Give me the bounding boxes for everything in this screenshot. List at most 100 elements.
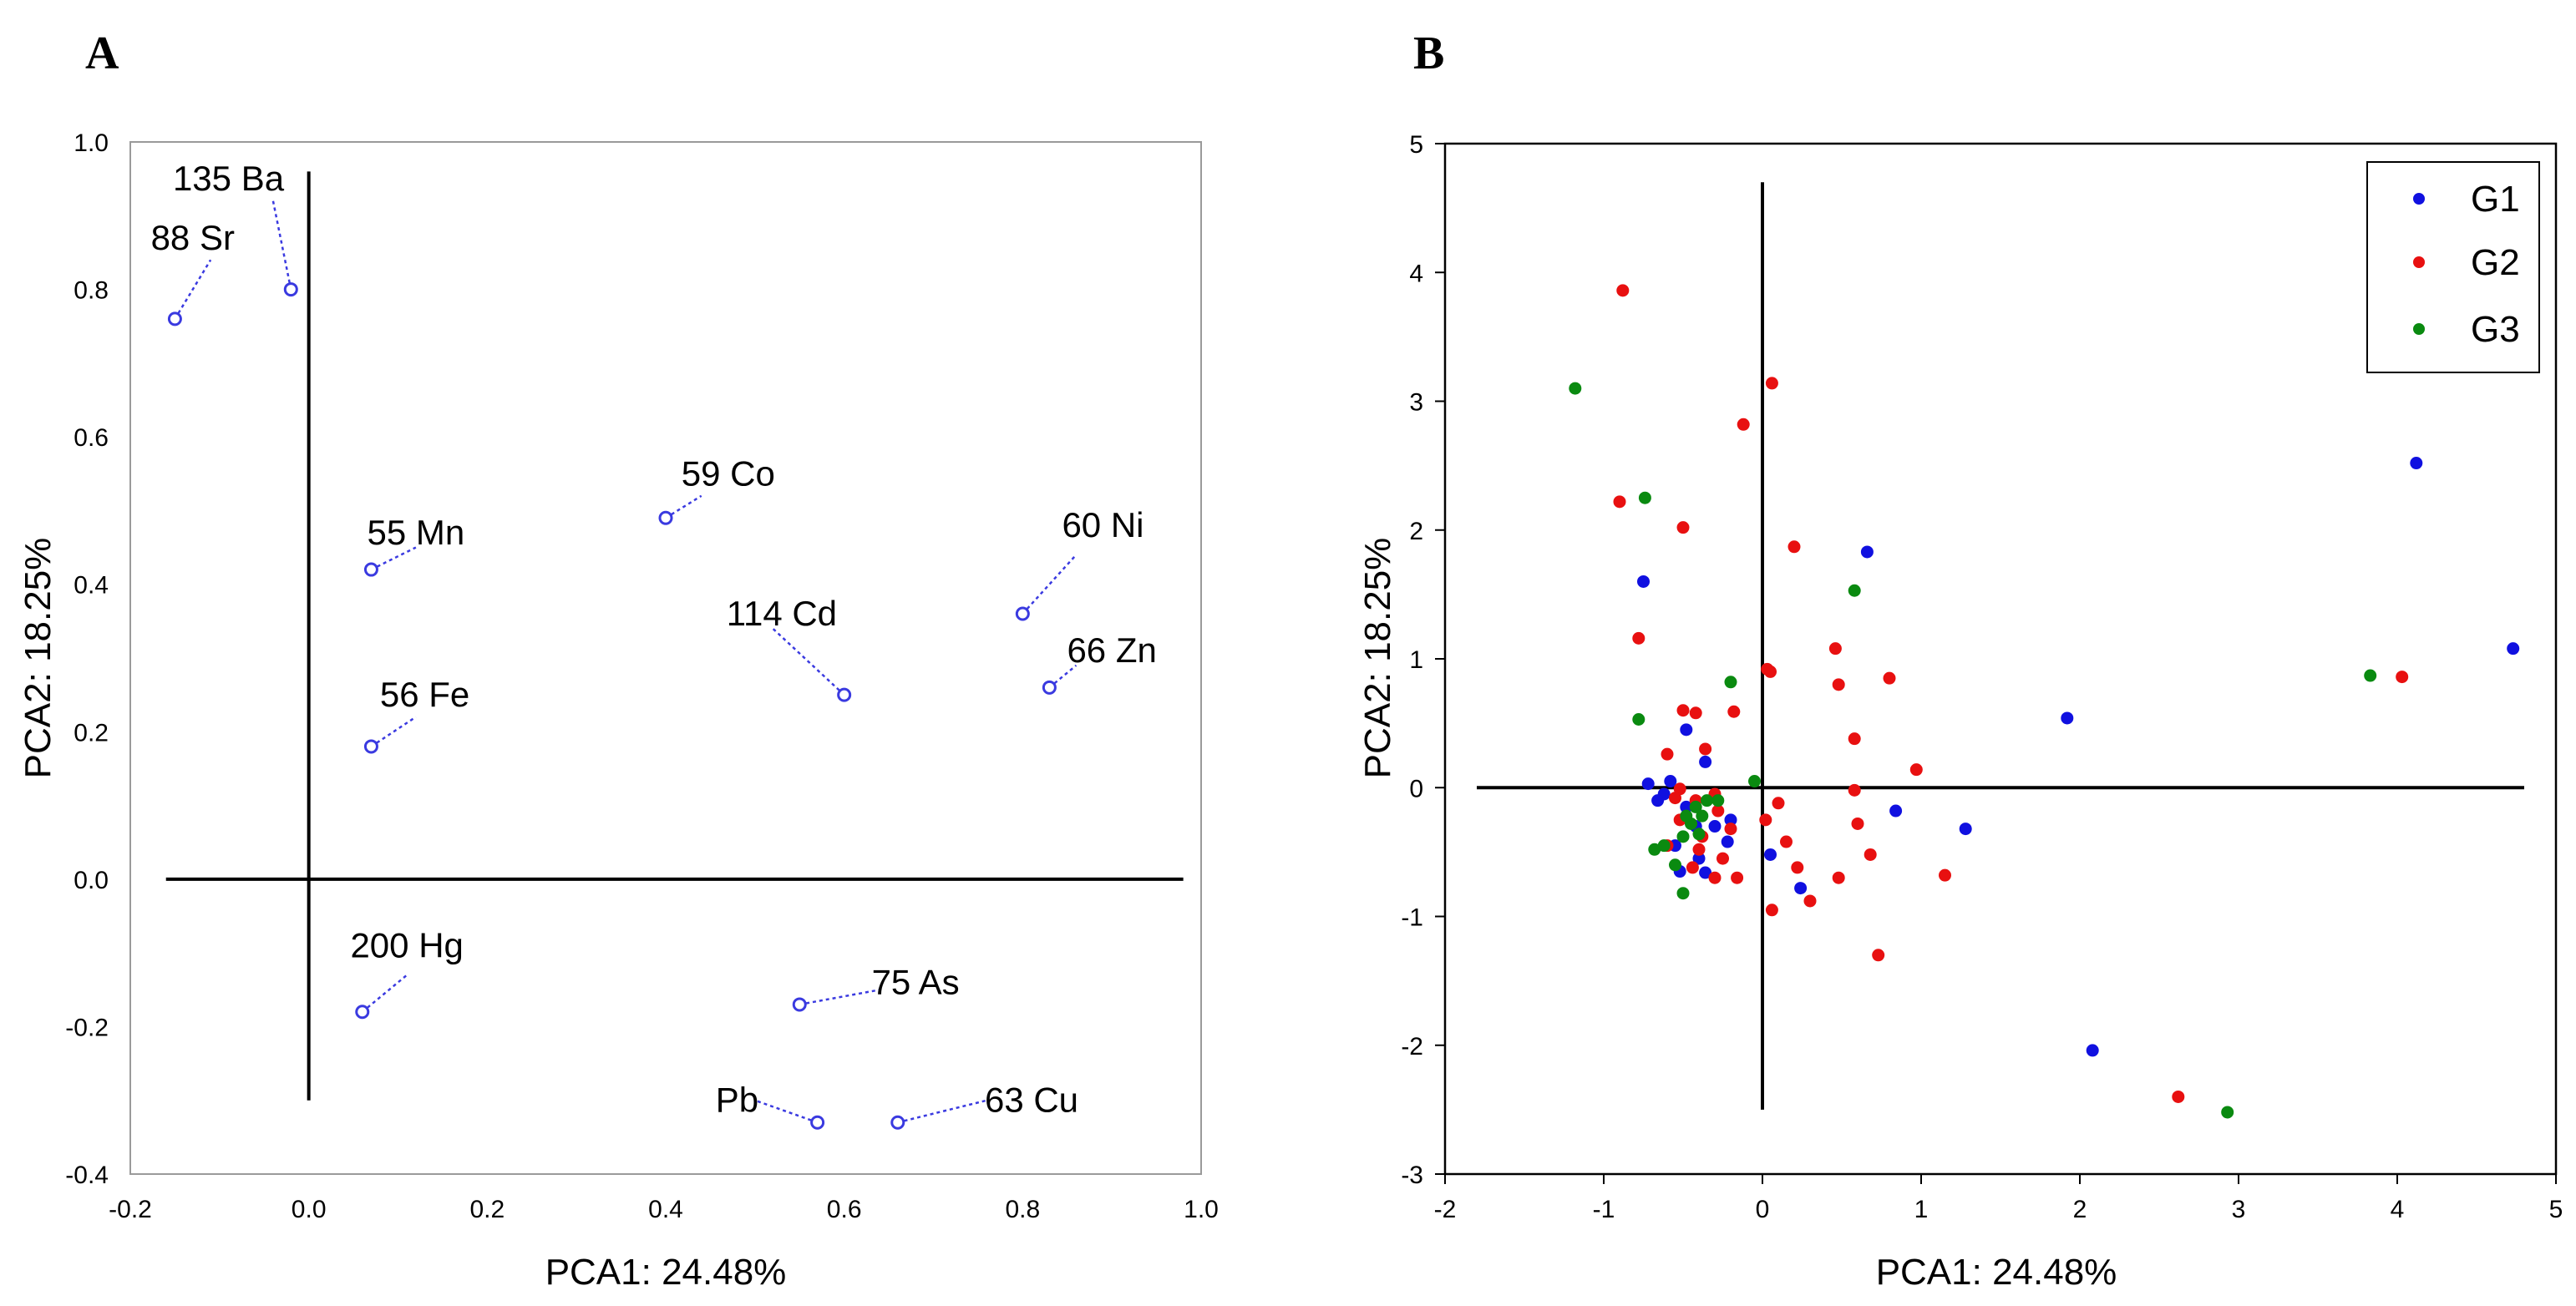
panel-a-pca-loadings-plot: -0.2 0.0 0.2 0.4 0.6 0.8 1.0 1.0 0.8 0.6 0.4 0.2 0.…: [18, 129, 1219, 1293]
score-point-g1: [1680, 800, 1693, 813]
legend-marker-g3: [2413, 323, 2425, 335]
score-point-g2: [1883, 671, 1896, 685]
score-point-g2: [1803, 894, 1817, 908]
score-point-g1: [1721, 835, 1734, 848]
score-point-g3: [1676, 887, 1690, 900]
x-tick-label: -0.2: [109, 1196, 152, 1223]
panel-a-loading-points: 135 Ba 88 Sr 59 Co 55 Mn 60 Ni 114 Cd 66 Zn 56 …: [151, 159, 1157, 1130]
score-point-g1: [1692, 852, 1706, 865]
score-point-g2: [2396, 671, 2409, 684]
panel-b-y-tick-labels: 5 4 3 2 1 0 -1 -2 -3: [1401, 131, 1445, 1189]
loading-point: [363, 562, 378, 577]
legend-label-g3: G3: [2471, 309, 2520, 350]
score-point-g3: [1669, 858, 1681, 872]
score-point-g2: [1765, 904, 1778, 917]
leader-line: [370, 546, 417, 571]
score-point-g2: [1613, 495, 1626, 509]
point-label: 56 Fe: [380, 675, 469, 714]
score-point-g1: [1794, 882, 1808, 895]
loading-point: [363, 739, 378, 754]
loading-point: [1015, 606, 1030, 621]
point-label: Pb: [716, 1081, 758, 1120]
score-point-g2: [1661, 747, 1674, 761]
y-tick-label: -0.2: [65, 1014, 109, 1041]
x-tick-label: 1.0: [1184, 1196, 1219, 1223]
score-point-g2: [1669, 792, 1681, 805]
y-tick-label: 2: [1409, 518, 1423, 545]
score-point-g2: [1851, 817, 1864, 830]
score-point-g3: [1569, 382, 1582, 395]
x-tick-label: 5: [2549, 1196, 2563, 1223]
score-point-g1: [1889, 804, 1903, 818]
score-point-g3: [2221, 1106, 2234, 1119]
loading-point: [1042, 680, 1057, 695]
panel-letter-b: B: [1413, 28, 1444, 79]
score-point-g3: [1638, 491, 1651, 504]
score-point-g1: [1664, 775, 1677, 788]
score-point-g1: [1699, 755, 1712, 768]
score-point-g2: [1772, 797, 1785, 810]
panel-b-x-axis-title: PCA1: 24.48%: [1876, 1252, 2117, 1293]
y-tick-label: 0.2: [74, 719, 109, 747]
loading-point: [890, 1115, 905, 1130]
score-point-g2: [1872, 949, 1885, 962]
y-tick-label: 0.8: [74, 277, 109, 305]
score-point-g1: [1764, 848, 1777, 861]
legend-box: [2366, 161, 2540, 373]
score-point-g2: [1676, 521, 1690, 534]
point-label: 66 Zn: [1067, 630, 1156, 670]
score-point-g2: [1864, 848, 1877, 861]
panel-b-pca-scores-plot: -2 -1 0 1 2 3 4 5 5 4 3 2 1 0 -1 -2 -3 G1 G2 G3 PCA1: 2…: [1357, 131, 2563, 1293]
y-tick-label: -0.4: [65, 1162, 109, 1189]
x-tick-label: 3: [2232, 1196, 2246, 1223]
score-point-g2: [1909, 763, 1923, 777]
score-point-g1: [2086, 1044, 2099, 1057]
series-g3: [1569, 382, 2377, 1119]
legend-marker-g1: [2413, 193, 2425, 205]
score-point-g1: [1680, 723, 1693, 737]
point-label: 63 Cu: [985, 1081, 1078, 1120]
x-tick-label: 1: [1914, 1196, 1929, 1223]
score-point-g1: [1708, 820, 1722, 833]
loading-point: [837, 687, 852, 702]
legend-marker-g2: [2413, 256, 2425, 268]
loading-point: [792, 997, 807, 1012]
score-point-g3: [1848, 584, 1861, 597]
x-tick-label: 0.4: [648, 1196, 683, 1223]
score-point-g2: [1765, 377, 1778, 390]
leader-line: [174, 259, 212, 320]
panel-a-y-axis-title: PCA2: 18.25%: [18, 538, 58, 779]
score-point-g3: [1657, 839, 1671, 853]
panel-b-y-axis-title: PCA2: 18.25%: [1357, 538, 1398, 779]
point-label: 135 Ba: [173, 159, 285, 198]
leader-line: [799, 989, 880, 1006]
score-point-g3: [1696, 809, 1709, 823]
leader-line: [754, 1099, 819, 1124]
loading-point: [283, 282, 298, 297]
score-point-g1: [1860, 545, 1874, 559]
score-point-g3: [1680, 809, 1693, 823]
point-label: 59 Co: [682, 453, 775, 493]
score-point-g1: [2061, 711, 2074, 725]
panel-a-x-tick-labels: -0.2 0.0 0.2 0.4 0.6 0.8 1.0: [109, 1196, 1219, 1223]
panel-b-legend: G1 G2 G3: [2366, 161, 2540, 373]
score-point-g1: [2507, 642, 2520, 656]
x-tick-label: 2: [2073, 1196, 2087, 1223]
score-point-g1: [1637, 575, 1650, 588]
score-point-g2: [1828, 642, 1842, 656]
score-point-g3: [2364, 669, 2377, 682]
leader-line: [1048, 664, 1078, 689]
leader-line: [897, 1099, 987, 1124]
x-tick-label: 0.6: [827, 1196, 862, 1223]
x-tick-label: 0.0: [292, 1196, 327, 1223]
score-point-g2: [1780, 835, 1793, 848]
panel-b-score-points: [1569, 284, 2520, 1119]
loading-point: [355, 1005, 370, 1020]
panel-a-zero-axes: [165, 171, 1184, 1101]
score-point-g2: [1616, 284, 1630, 297]
leader-line: [361, 974, 408, 1013]
y-tick-label: 0.6: [74, 424, 109, 452]
legend-label-g2: G2: [2471, 242, 2520, 283]
score-point-g3: [1692, 828, 1706, 841]
